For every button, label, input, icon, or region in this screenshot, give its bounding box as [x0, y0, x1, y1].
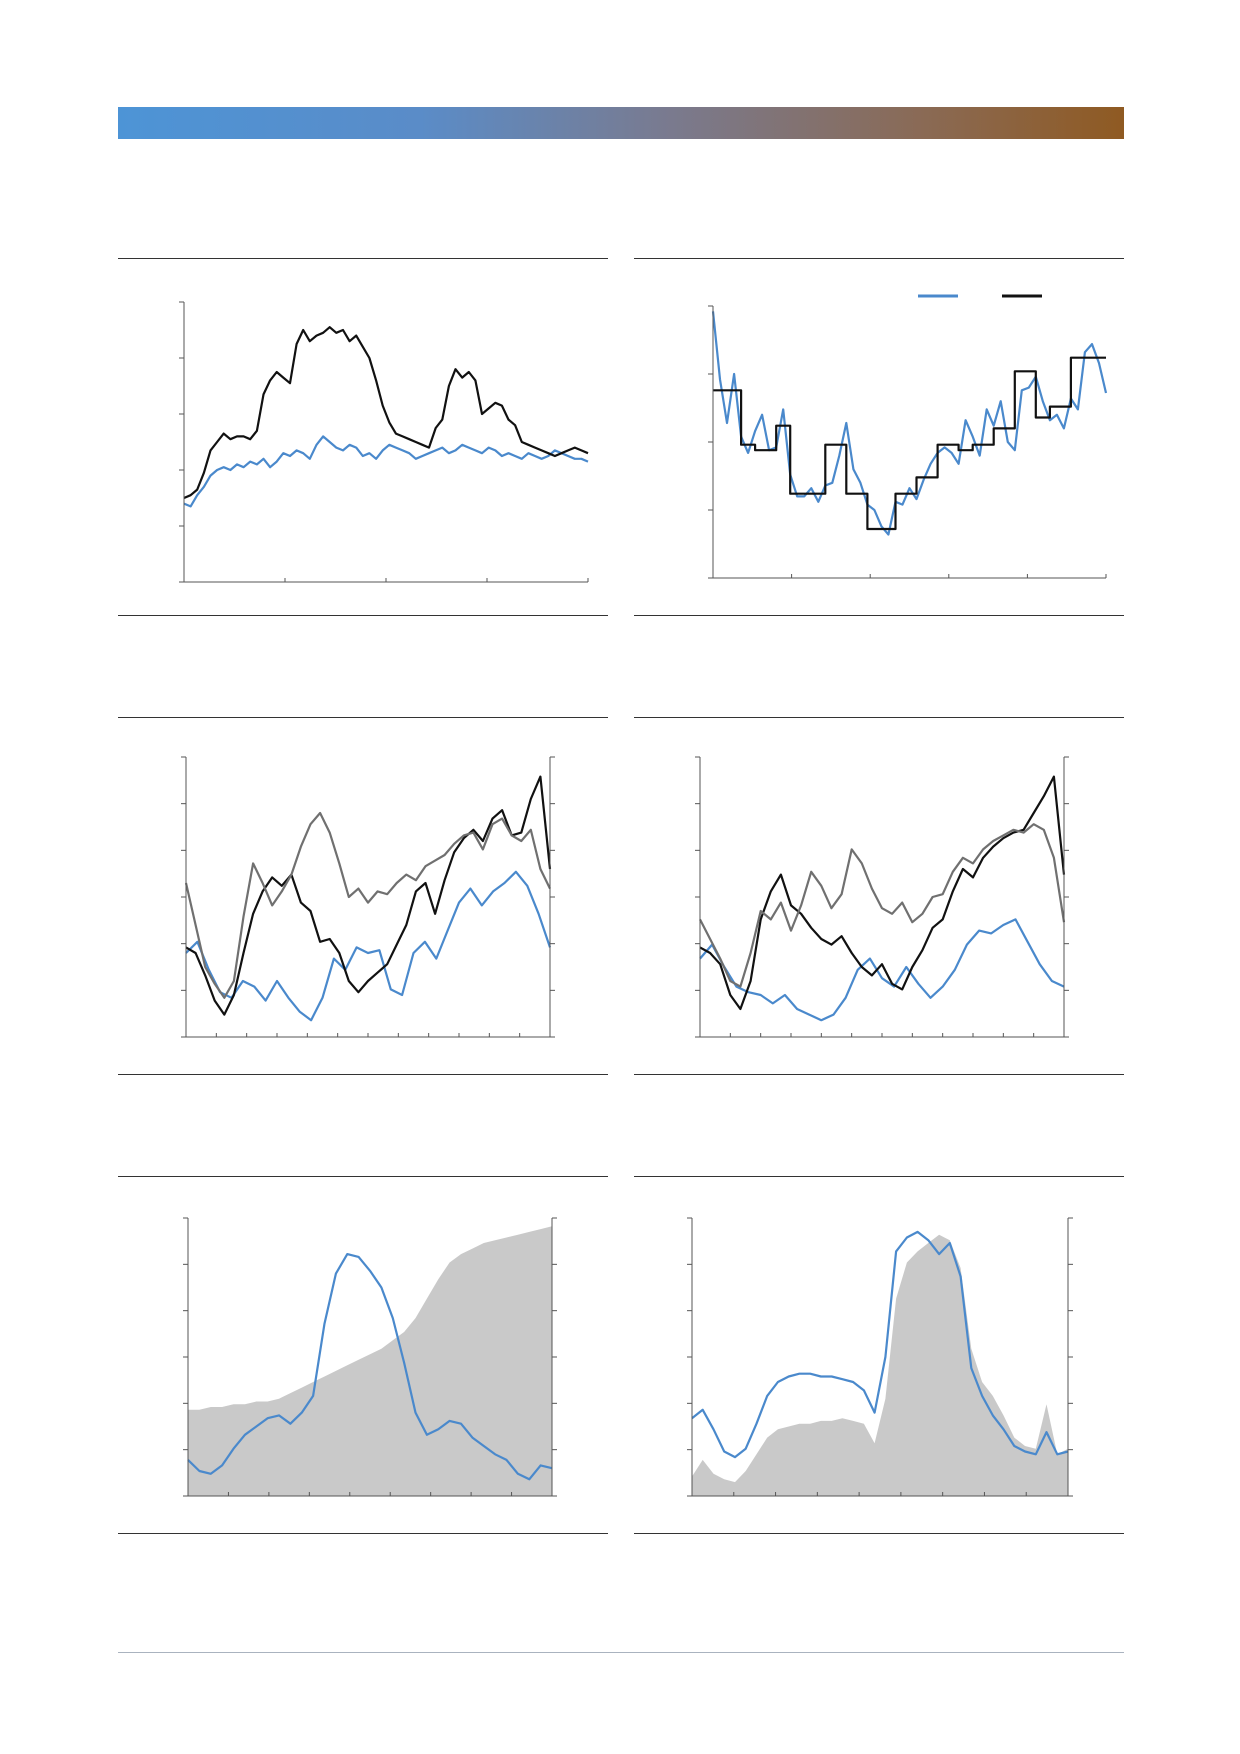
panel-bottom-rule: [634, 1533, 1124, 1534]
panel-bottom-rule: [118, 1074, 608, 1075]
line-series-blue: [699, 918, 1065, 1022]
line-series-black: [185, 775, 552, 1016]
area-chart: [687, 1217, 1073, 1497]
footer-rule: [118, 1652, 1124, 1653]
line-series-blue: [711, 311, 1108, 536]
panel-top-rule: [634, 258, 1124, 259]
panel-top-rule: [118, 1176, 608, 1177]
panel-bottom-rule: [118, 1533, 608, 1534]
line-chart: [181, 756, 555, 1038]
line-series-black: [713, 356, 1106, 531]
line-chart: [708, 294, 1108, 579]
panel-bottom-rule: [634, 1074, 1124, 1075]
panel-top-rule: [634, 717, 1124, 718]
panel-bottom-rule: [634, 615, 1124, 616]
line-chart: [179, 301, 589, 583]
panel-top-rule: [634, 1176, 1124, 1177]
line-chart: [695, 756, 1069, 1038]
panel-top-rule: [118, 717, 608, 718]
area-series-area: [188, 1226, 552, 1496]
header-band: [118, 107, 1124, 139]
area-series-area: [692, 1234, 1068, 1496]
panel-bottom-rule: [118, 615, 608, 616]
line-series-blue: [185, 870, 552, 1022]
line-series-blue: [183, 435, 589, 508]
line-series-blue: [691, 1230, 1069, 1459]
line-series-blue: [187, 1253, 553, 1481]
line-series-grey: [184, 811, 551, 999]
line-series-black: [699, 775, 1066, 1011]
line-series-grey: [699, 823, 1066, 988]
line-series-black: [183, 326, 589, 500]
panel-top-rule: [118, 258, 608, 259]
area-chart: [183, 1217, 557, 1497]
